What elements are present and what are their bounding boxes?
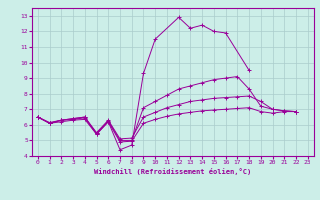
X-axis label: Windchill (Refroidissement éolien,°C): Windchill (Refroidissement éolien,°C) xyxy=(94,168,252,175)
